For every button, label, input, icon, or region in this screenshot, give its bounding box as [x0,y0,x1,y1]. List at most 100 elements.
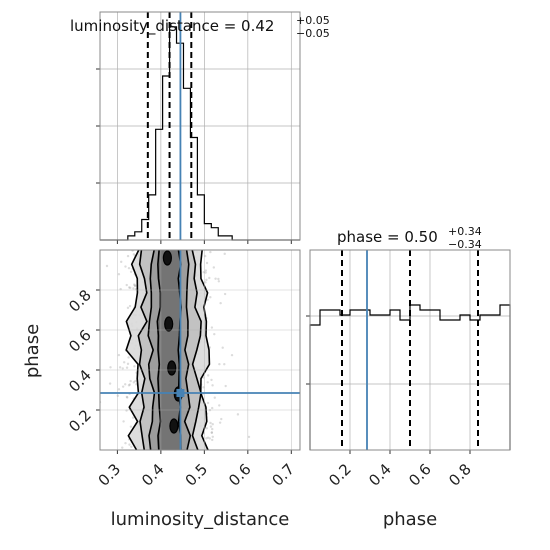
phase-title-upper-error: +0.34 [448,225,482,238]
sample-point [109,366,112,369]
sample-point [219,301,222,305]
sample-point [205,427,209,430]
sample-point [117,353,121,357]
sample-point [131,416,135,419]
sample-point [124,441,127,445]
sample-point [230,353,234,357]
sample-point [127,384,131,387]
sample-point [206,374,210,377]
sample-point [211,423,214,426]
sample-point [210,431,214,434]
sample-point [132,287,135,290]
sample-point [126,362,130,366]
sample-point [132,253,136,256]
x-axis-label-luminosity-distance: luminosity_distance [111,509,290,530]
sample-point [125,283,128,287]
sample-point [127,266,131,270]
sample-point [121,385,125,388]
sample-point [221,346,224,349]
sample-point [105,264,109,268]
2d-y-tick-label: 0.4 [65,366,95,396]
y-axis-label-phase: phase [22,324,43,378]
sample-point [133,284,137,287]
sample-point [210,431,213,434]
sample-point [236,413,240,416]
hist1-step-line [100,26,300,241]
sample-point [121,367,124,370]
sample-point [128,286,131,289]
sample-point [119,287,122,291]
sample-point [117,388,121,391]
sample-point [205,437,208,440]
sample-point [133,365,136,368]
sample-point [247,435,251,439]
contour-line [125,250,140,450]
sample-point [217,277,220,281]
sample-point [132,381,136,384]
sample-point [204,269,208,272]
sample-point [124,383,127,386]
sample-point [124,265,127,268]
2d-y-tick-label: 0.6 [65,326,95,356]
sample-point [129,286,132,290]
sample-point [223,252,226,256]
contour-line [183,250,192,450]
sample-point [209,425,213,428]
sample-point [210,326,214,329]
contour-line [191,250,202,450]
sample-point [218,404,221,407]
2d-x-tick-label: 0.5 [182,460,212,490]
sample-point [108,382,112,385]
sample-point [118,366,122,369]
density-band [157,250,182,450]
sample-point [210,406,214,410]
sample-point [208,276,211,280]
contour-island [169,418,179,434]
2d-x-tick-label: 0.3 [95,460,125,490]
sample-point [218,362,221,366]
sample-point [208,437,212,440]
sample-point [223,363,226,366]
sample-point [206,436,210,439]
sample-point [129,425,133,428]
sample-point [205,278,208,282]
sample-point [211,427,214,431]
sample-point [224,384,227,388]
sample-point [133,283,136,286]
sample-point [213,332,216,336]
sample-point [209,250,212,254]
contour-line [147,250,156,450]
luminosity-distance-histogram-panel [96,11,301,244]
hist2-frame [309,249,511,451]
2d-y-tick-label: 0.2 [65,406,95,436]
luminosity-distance-title-upper-error: +0.05 [296,14,330,27]
2d-truth-marker [176,389,185,397]
sample-point [218,421,222,424]
contour-island [167,360,177,376]
2d-x-tick-label: 0.4 [138,460,168,490]
sample-point [125,395,129,399]
hist2-x-tick-label: 0.8 [445,460,475,490]
2d-frame [99,249,301,451]
sample-point [209,421,212,425]
sample-point [125,366,129,369]
sample-point [210,378,213,382]
contour-line [156,250,162,450]
sample-point [206,381,209,384]
sample-point [122,361,126,364]
sample-point [130,445,133,448]
x-axis-label-phase: phase [383,509,437,530]
sample-point [126,306,130,310]
sample-point [122,420,125,423]
sample-point [134,379,137,383]
phase-title: phase = 0.50 [337,228,438,246]
sample-point [129,270,133,273]
sample-point [206,298,209,301]
sample-point [117,273,121,276]
sample-point [128,443,131,446]
hist1-frame [99,11,301,241]
sample-point [121,446,124,449]
contour-line [177,250,182,450]
sample-point [211,384,214,387]
